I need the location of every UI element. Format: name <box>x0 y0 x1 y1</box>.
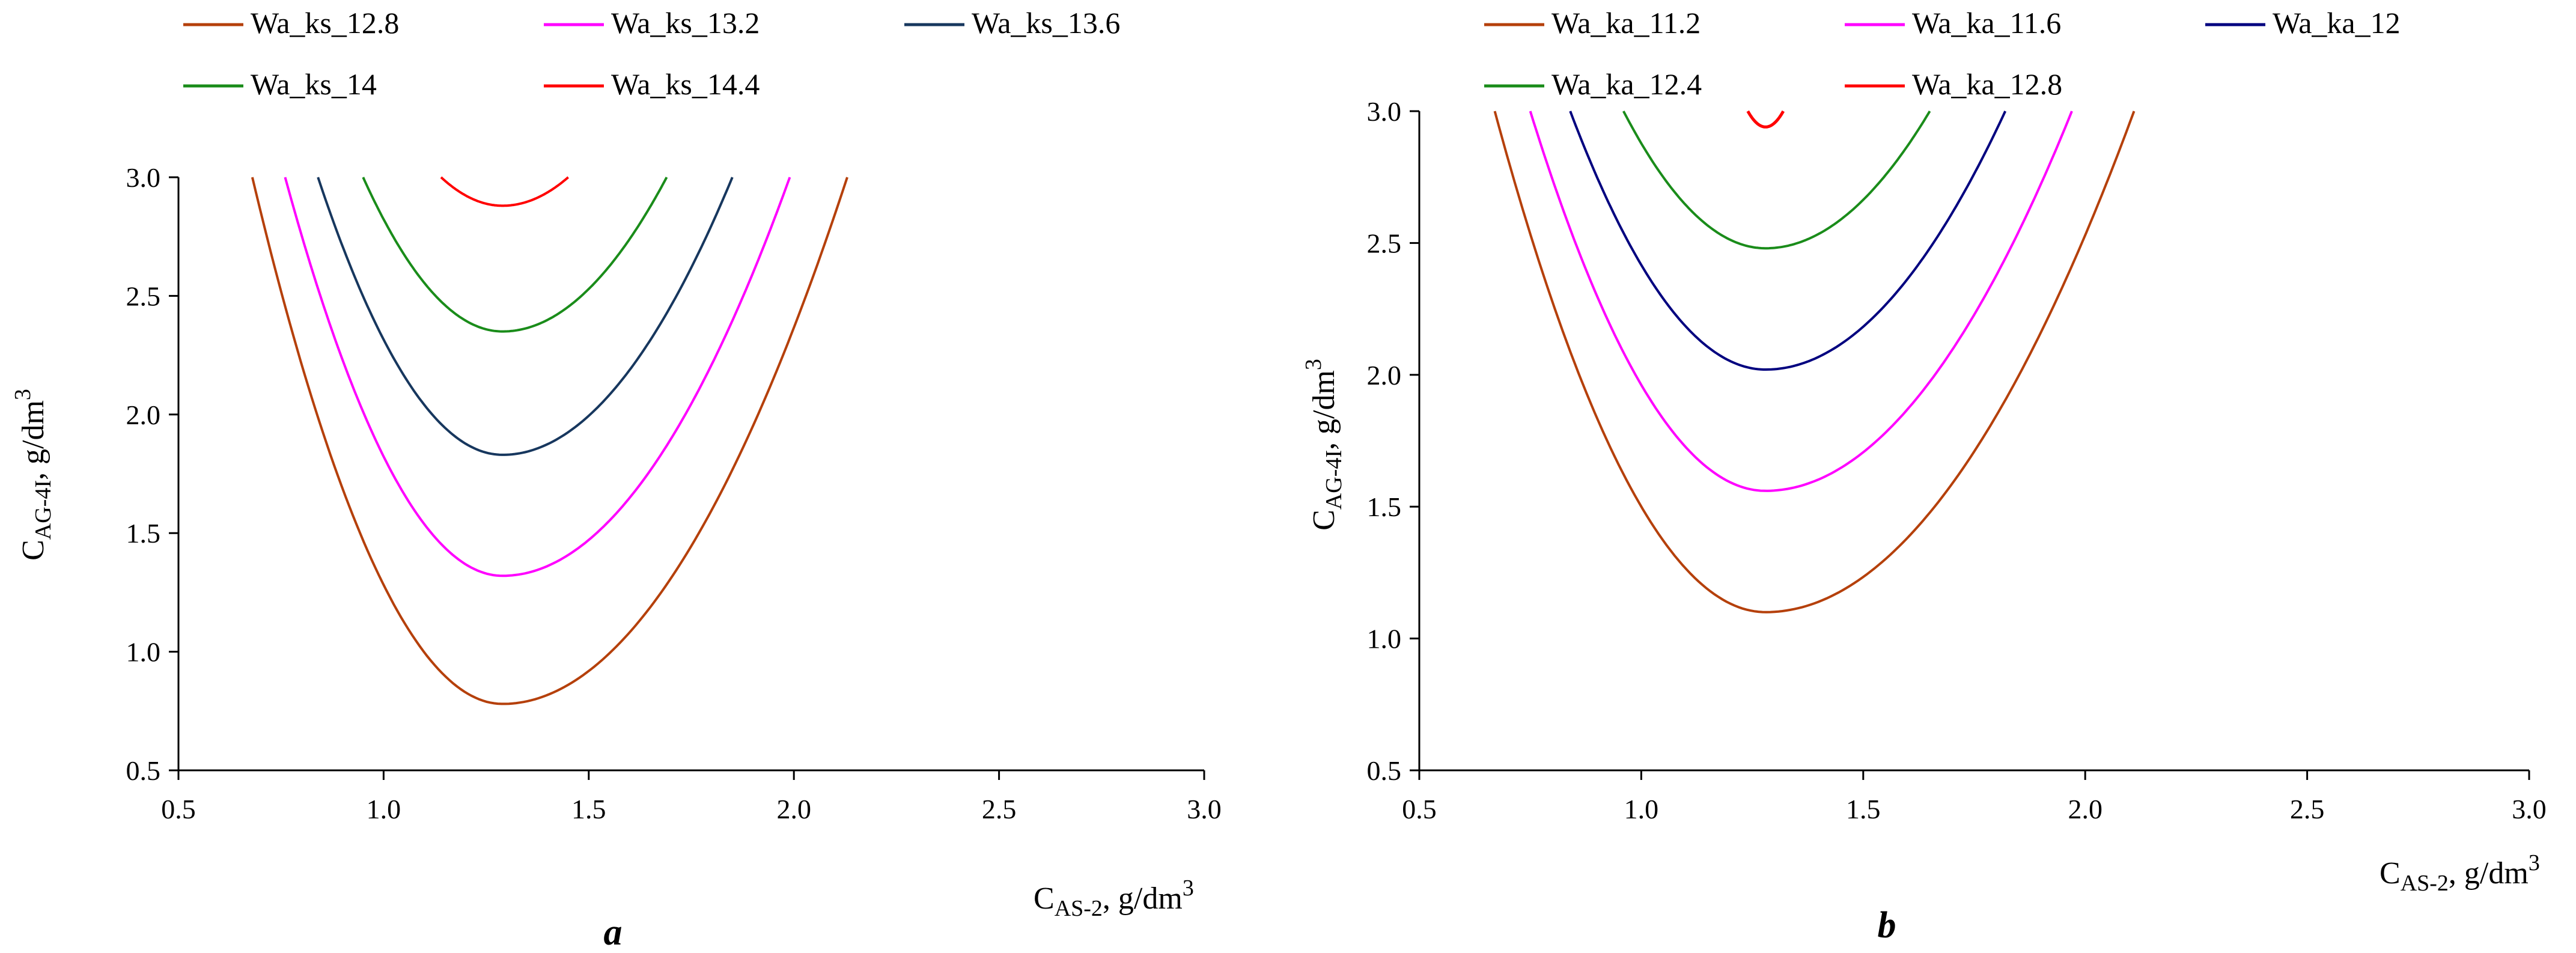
y-axis-title: CAG-4I, g/dm3 <box>10 389 56 561</box>
panel-label: a <box>604 912 623 953</box>
legend-label: Wa_ka_12.8 <box>1912 67 2062 101</box>
legend-label: Wa_ks_13.6 <box>972 6 1120 40</box>
legend-label: Wa_ks_13.2 <box>611 6 760 40</box>
y-axis-title-main: C <box>1307 510 1341 531</box>
legend-label: Wa_ka_12.4 <box>1551 67 1702 101</box>
x-axis-title-sub: AS-2 <box>2401 871 2449 896</box>
legend-label: Wa_ks_12.8 <box>251 6 399 40</box>
x-axis-title: CAS-2, g/dm3 <box>1034 875 1194 921</box>
series-line-Wa_ks_14 <box>362 177 668 333</box>
x-tick-label: 1.5 <box>1846 794 1881 824</box>
y-tick-label: 0.5 <box>1367 755 1402 786</box>
y-tick-label: 3.0 <box>1367 96 1402 127</box>
y-tick-label: 2.5 <box>126 281 161 311</box>
series-line-Wa_ka_11.2 <box>1493 111 2136 614</box>
series-line-Wa_ka_12.4 <box>1622 110 1931 250</box>
y-tick-label: 2.0 <box>1367 360 1402 391</box>
y-axis-title-sub: AG-4I <box>1321 450 1347 510</box>
series-line-Wa_ka_12 <box>1569 111 2007 371</box>
x-axis-title-sup: 3 <box>2529 850 2540 875</box>
y-tick-label: 2.0 <box>126 400 161 430</box>
x-axis-title-rest: , g/dm <box>2449 856 2529 891</box>
legend: Wa_ka_11.2 Wa_ka_11.6 Wa_ka_12 Wa_ka_12.4 Wa… <box>1484 6 2401 101</box>
y-tick-label: 1.5 <box>1367 492 1402 522</box>
chart-panel-b: 0.5 1.0 1.5 2.0 2.5 3.0 0.5 1.0 1.5 2.0 2.5 3.0 Wa_k… <box>1301 6 2547 946</box>
series-group <box>1493 110 2136 614</box>
y-tick-label: 1.0 <box>126 637 161 668</box>
x-axis-title-sup: 3 <box>1183 875 1194 901</box>
y-axis-title: CAG-4I, g/dm3 <box>1301 359 1347 531</box>
x-tick-label: 2.0 <box>776 794 811 824</box>
x-axis-title-rest: , g/dm <box>1103 881 1183 916</box>
x-tick-label: 0.5 <box>161 794 196 824</box>
x-tick-label: 3.0 <box>1187 794 1222 824</box>
y-tick-label: 2.5 <box>1367 228 1402 258</box>
x-axis-title-main: C <box>1034 881 1055 916</box>
y-axis-title-sup: 3 <box>1301 359 1326 370</box>
x-tick-label: 1.0 <box>367 794 401 824</box>
y-axis-title-main: C <box>16 540 50 561</box>
y-axis-title-sub: AG-4I <box>31 480 56 540</box>
y-axis-title-sup: 3 <box>10 389 35 400</box>
x-tick-label: 0.5 <box>1402 794 1437 824</box>
legend-label: Wa_ks_14.4 <box>611 67 760 101</box>
legend-label: Wa_ka_11.6 <box>1912 6 2061 40</box>
y-tick-label: 0.5 <box>126 755 161 786</box>
series-line-Wa_ks_13.2 <box>284 177 791 577</box>
x-axis-title-sub: AS-2 <box>1055 896 1103 921</box>
series-line-Wa_ka_12.8 <box>1746 110 1785 129</box>
series-line-Wa_ks_12.8 <box>251 177 848 705</box>
y-axis-title-rest: , g/dm <box>1307 370 1341 450</box>
x-axis-title-main: C <box>2380 856 2401 891</box>
chart-panel-a: 0.5 1.0 1.5 2.0 2.5 3.0 0.5 1.0 1.5 2.0 2.5 3.0 Wa_k… <box>10 6 1222 953</box>
legend-label: Wa_ka_11.2 <box>1551 6 1701 40</box>
x-tick-label: 2.5 <box>982 794 1017 824</box>
series-line-Wa_ka_11.6 <box>1529 111 2073 492</box>
x-tick-label: 2.0 <box>2068 794 2103 824</box>
y-tick-label: 1.0 <box>1367 624 1402 654</box>
series-line-Wa_ks_13.6 <box>317 177 734 456</box>
y-tick-label: 1.5 <box>126 518 161 549</box>
y-axis-title-rest: , g/dm <box>16 400 50 480</box>
x-tick-label: 1.0 <box>1624 794 1659 824</box>
x-tick-label: 3.0 <box>2512 794 2547 824</box>
x-tick-label: 2.5 <box>2290 794 2325 824</box>
series-line-Wa_ks_14.4 <box>440 176 569 207</box>
legend: Wa_ks_12.8 Wa_ks_13.2 Wa_ks_13.6 Wa_ks_14 Wa… <box>183 6 1120 101</box>
legend-label: Wa_ka_12 <box>2273 6 2401 40</box>
legend-label: Wa_ks_14 <box>251 67 377 101</box>
x-tick-label: 1.5 <box>571 794 606 824</box>
panel-label: b <box>1878 905 1896 946</box>
x-axis-title: CAS-2, g/dm3 <box>2380 850 2540 896</box>
y-tick-label: 3.0 <box>126 162 161 193</box>
series-group <box>251 176 848 705</box>
